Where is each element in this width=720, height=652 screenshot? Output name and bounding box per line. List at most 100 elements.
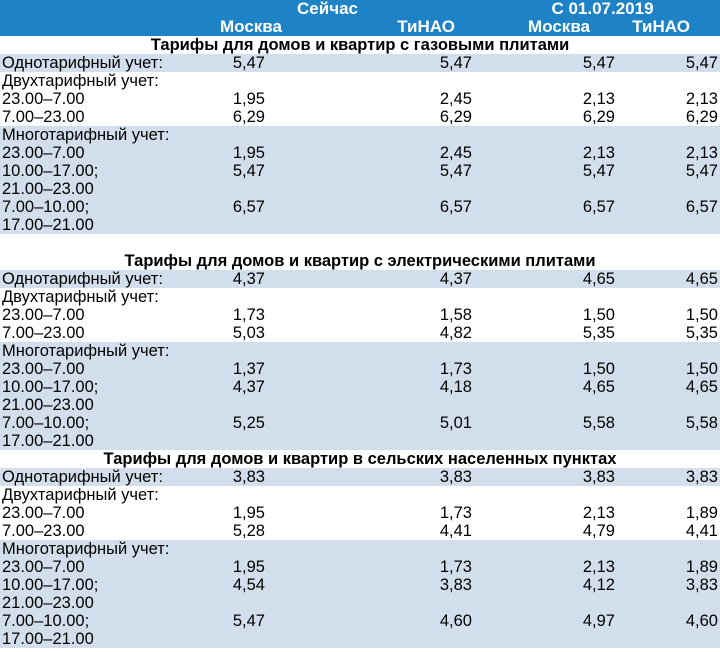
header-col-tinao-new: ТиНАО bbox=[632, 17, 690, 36]
header-columns-row: Москва ТиНАО Москва ТиНАО bbox=[0, 18, 720, 36]
row-value: 5,47 bbox=[685, 162, 718, 180]
table-row: 17.00–21.00 bbox=[0, 216, 720, 234]
row-value: 5,47 bbox=[232, 162, 265, 180]
row-value: 5,58 bbox=[582, 414, 615, 432]
row-value: 5,58 bbox=[685, 414, 718, 432]
row-value bbox=[615, 630, 718, 648]
row-value: 2,13 bbox=[685, 144, 718, 162]
row-label: 21.00–23.00 bbox=[2, 396, 94, 414]
row-value: 2,13 bbox=[582, 504, 615, 522]
row-value bbox=[190, 216, 265, 234]
row-label: 7.00–23.00 bbox=[2, 108, 85, 126]
row-label: 21.00–23.00 bbox=[2, 594, 94, 612]
row-value: 2,13 bbox=[582, 90, 615, 108]
row-label: 23.00–7.00 bbox=[2, 504, 85, 522]
row-value: 4,65 bbox=[685, 270, 718, 288]
table-row: 23.00–7.00 1,95 1,73 2,13 1,89 bbox=[0, 504, 720, 522]
row-value: 1,95 bbox=[232, 504, 265, 522]
table-row: 7.00–10.00; 5,25 5,01 5,58 5,58 bbox=[0, 414, 720, 432]
row-value: 6,57 bbox=[439, 198, 472, 216]
row-value: 5,03 bbox=[232, 324, 265, 342]
row-value: 1,50 bbox=[582, 306, 615, 324]
row-value: 4,79 bbox=[582, 522, 615, 540]
row-value bbox=[615, 396, 718, 414]
header-group-now: Сейчас bbox=[297, 0, 358, 18]
subsection-label: Двухтарифный учет: bbox=[2, 486, 159, 504]
table-row: 17.00–21.00 bbox=[0, 432, 720, 450]
row-label: 10.00–17.00; bbox=[2, 378, 99, 396]
subsection-label: Двухтарифный учет: bbox=[2, 288, 159, 306]
row-value: 1,73 bbox=[439, 558, 472, 576]
row-value: 5,47 bbox=[582, 54, 615, 72]
row-value bbox=[472, 594, 615, 612]
row-value bbox=[265, 216, 472, 234]
row-value: 4,37 bbox=[232, 378, 265, 396]
row-value: 4,97 bbox=[582, 612, 615, 630]
row-value: 2,45 bbox=[439, 144, 472, 162]
header-empty-cell bbox=[0, 0, 190, 18]
row-value bbox=[265, 396, 472, 414]
row-value bbox=[472, 396, 615, 414]
row-value: 5,35 bbox=[685, 324, 718, 342]
row-value: 4,60 bbox=[439, 612, 472, 630]
subsection-label: Многотарифный учет: bbox=[0, 540, 720, 558]
row-value: 4,60 bbox=[685, 612, 718, 630]
row-value bbox=[265, 180, 472, 198]
table-row: 21.00–23.00 bbox=[0, 180, 720, 198]
row-value: 6,57 bbox=[582, 198, 615, 216]
row-value: 2,13 bbox=[685, 90, 718, 108]
table-row: 7.00–10.00; 6,57 6,57 6,57 6,57 bbox=[0, 198, 720, 216]
table-row: 23.00–7.00 1,37 1,73 1,50 1,50 bbox=[0, 360, 720, 378]
table-row: 10.00–17.00; 5,47 5,47 5,47 5,47 bbox=[0, 162, 720, 180]
table-row: 7.00–23.00 5,03 4,82 5,35 5,35 bbox=[0, 324, 720, 342]
row-value: 4,37 bbox=[439, 270, 472, 288]
table-row: 23.00–7.00 1,73 1,58 1,50 1,50 bbox=[0, 306, 720, 324]
row-value: 1,73 bbox=[439, 360, 472, 378]
subsection-label: Двухтарифный учет: bbox=[2, 72, 159, 90]
row-value: 6,29 bbox=[685, 108, 718, 126]
row-value: 4,41 bbox=[439, 522, 472, 540]
row-value: 2,45 bbox=[439, 90, 472, 108]
table-row: Однотарифный учет: 4,37 4,37 4,65 4,65 bbox=[0, 270, 720, 288]
subsection-label: Многотарифный учет: bbox=[0, 342, 720, 360]
header-group-row: Сейчас С 01.07.2019 bbox=[0, 0, 720, 18]
row-value: 5,47 bbox=[439, 162, 472, 180]
row-label: 7.00–23.00 bbox=[2, 522, 85, 540]
row-label: Однотарифный учет: bbox=[2, 270, 163, 288]
row-value: 4,65 bbox=[582, 378, 615, 396]
section-title: Тарифы для домов и квартир с газовыми пл… bbox=[150, 36, 570, 54]
row-label: 10.00–17.00; bbox=[2, 576, 99, 594]
row-value bbox=[615, 432, 718, 450]
row-value bbox=[265, 594, 472, 612]
section-spacer bbox=[0, 234, 720, 252]
header-col-tinao-now: ТиНАО bbox=[397, 17, 455, 36]
row-value: 1,95 bbox=[232, 90, 265, 108]
row-value: 1,50 bbox=[685, 306, 718, 324]
row-value: 6,57 bbox=[685, 198, 718, 216]
row-label: 21.00–23.00 bbox=[2, 180, 94, 198]
row-value: 4,65 bbox=[685, 378, 718, 396]
row-value: 6,29 bbox=[439, 108, 472, 126]
row-value bbox=[190, 432, 265, 450]
row-value: 1,73 bbox=[232, 306, 265, 324]
row-value bbox=[472, 432, 615, 450]
row-value: 5,28 bbox=[232, 522, 265, 540]
row-value: 2,13 bbox=[582, 558, 615, 576]
row-value bbox=[190, 180, 265, 198]
header-col-moscow-new: Москва bbox=[528, 17, 590, 36]
row-value: 4,18 bbox=[439, 378, 472, 396]
row-value: 1,95 bbox=[232, 558, 265, 576]
row-value bbox=[190, 594, 265, 612]
table-row: 7.00–10.00; 5,47 4,60 4,97 4,60 bbox=[0, 612, 720, 630]
row-label: 23.00–7.00 bbox=[2, 558, 85, 576]
row-value: 3,83 bbox=[439, 576, 472, 594]
row-value: 1,89 bbox=[685, 504, 718, 522]
row-value: 5,47 bbox=[232, 612, 265, 630]
row-value: 5,47 bbox=[582, 162, 615, 180]
row-value bbox=[615, 216, 718, 234]
table-body: Тарифы для домов и квартир с газовыми пл… bbox=[0, 36, 720, 648]
row-value: 2,13 bbox=[582, 144, 615, 162]
row-value bbox=[472, 180, 615, 198]
row-value: 6,29 bbox=[582, 108, 615, 126]
